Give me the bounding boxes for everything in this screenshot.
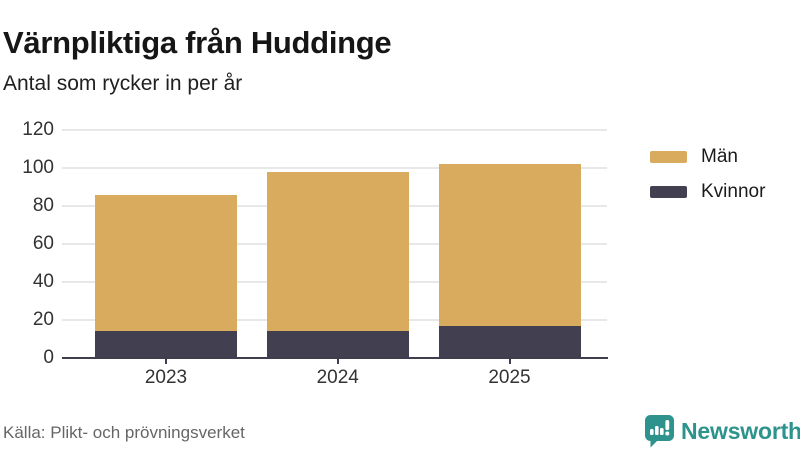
x-axis-label-2023: 2023: [144, 367, 188, 388]
bar-segment-kvinnor-2023: [95, 331, 237, 358]
x-axis-line: [62, 357, 608, 359]
y-axis-label-120: 120: [22, 119, 54, 140]
legend-swatch-kvinnor: [650, 186, 687, 198]
y-axis-label-80: 80: [32, 195, 54, 216]
gridline-100: [62, 167, 607, 169]
y-axis-label-100: 100: [22, 157, 54, 178]
bar-segment-kvinnor-2025: [438, 325, 581, 358]
x-axis-label-2025: 2025: [488, 367, 531, 388]
y-axis-label-0: 0: [43, 347, 54, 368]
y-axis-label-40: 40: [32, 271, 54, 292]
y-axis-label-60: 60: [32, 233, 54, 254]
x-axis-tick-2024: [336, 359, 339, 364]
bar-segment-män-2025: [438, 164, 581, 326]
y-axis-label-20: 20: [32, 309, 54, 330]
legend-label-män: Män: [701, 146, 738, 167]
newsworthy-wordmark: Newsworthy: [681, 417, 800, 444]
chart-title: Värnpliktiga från Huddinge: [3, 24, 392, 60]
newsworthy-logo: Newsworthy: [644, 414, 800, 448]
legend-item-män: Män: [650, 146, 765, 168]
bar-segment-män-2023: [95, 194, 237, 332]
legend-item-kvinnor: Kvinnor: [650, 181, 765, 203]
x-axis-tick-2025: [508, 359, 511, 364]
newsworthy-logo-icon: [645, 415, 674, 448]
gridline-120: [62, 129, 607, 131]
legend-label-kvinnor: Kvinnor: [701, 181, 766, 202]
legend-swatch-män: [650, 151, 687, 163]
source-note: Källa: Plikt- och prövningsverket: [3, 423, 245, 442]
chart-subtitle: Antal som rycker in per år: [3, 72, 243, 95]
bar-segment-män-2024: [266, 171, 409, 332]
bar-segment-kvinnor-2024: [266, 331, 409, 358]
chart-legend: Män Kvinnor: [650, 146, 765, 203]
x-axis-tick-2023: [165, 359, 167, 364]
x-axis-label-2024: 2024: [316, 367, 359, 388]
